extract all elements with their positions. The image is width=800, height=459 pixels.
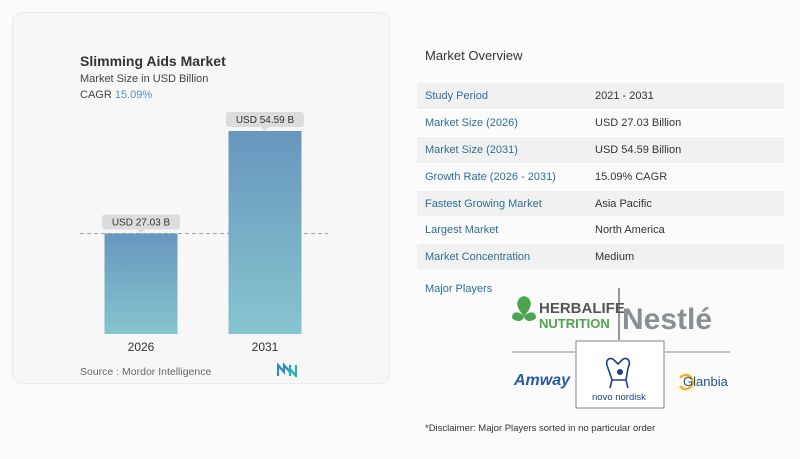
glanbia-text: Glanbia: [683, 374, 729, 389]
overview-row: Largest Market North America: [417, 217, 784, 245]
overview-value: Asia Pacific: [595, 197, 652, 210]
data-label: USD 27.03 B: [112, 217, 171, 228]
amway-logo: Amway: [513, 372, 571, 389]
bar-2026: [104, 233, 178, 334]
herbalife-nutrition-logo: HERBALIFE NUTRITION: [512, 296, 625, 331]
data-label-bg: [226, 112, 304, 127]
amway-text: Amway: [513, 372, 571, 389]
bar-2031: [228, 131, 302, 334]
disclaimer: *Disclaimer: Major Players sorted in no …: [425, 423, 656, 434]
glanbia-logo: Glanbia: [679, 373, 729, 391]
cagr-label: CAGR: [80, 89, 112, 101]
bar-chart: USD 27.03 B 2026 USD 54.59 B 2031: [80, 112, 328, 354]
overview-value: North America: [595, 224, 665, 237]
data-label-pointer: [137, 229, 145, 234]
chart-subtitle: Market Size in USD Billion: [80, 73, 209, 85]
overview-key: Market Size (2031): [425, 143, 518, 156]
novo-nordisk-logo: novo nordisk: [592, 357, 646, 403]
market-overview-title: Market Overview: [425, 48, 523, 63]
overview-row: Market Size (2031) USD 54.59 Billion: [417, 136, 784, 164]
overview-row: Market Size (2026) USD 27.03 Billion: [417, 110, 784, 137]
overview-key: Market Concentration: [425, 251, 531, 264]
overview-key: Market Size (2026): [425, 116, 518, 129]
overview-value: Medium: [595, 251, 635, 264]
data-label-pointer: [261, 127, 269, 131]
novo-nordisk-box: [575, 340, 665, 409]
data-label: USD 54.59 B: [236, 115, 295, 126]
novo-text: novo nordisk: [592, 392, 646, 403]
overview-row: Fastest Growing Market Asia Pacific: [417, 190, 784, 218]
mordor-intelligence-logo: [277, 363, 298, 377]
overview-value: USD 54.59 Billion: [595, 143, 682, 156]
overview-row: Growth Rate (2026 - 2031) 15.09% CAGR: [417, 164, 784, 191]
overview-row: Study Period 2021 - 2031: [417, 83, 784, 110]
overview-key: Study Period: [425, 89, 488, 102]
overview-key: Fastest Growing Market: [425, 197, 542, 210]
overview-key: Growth Rate (2026 - 2031): [425, 170, 556, 183]
overview-value: 15.09% CAGR: [595, 170, 668, 183]
nestle-logo: Nestlé: [622, 303, 712, 336]
nestle-text: Nestlé: [622, 303, 712, 336]
overview-row: Market Concentration Medium: [417, 244, 784, 272]
x-tick-label: 2031: [252, 340, 279, 354]
chart-title: Slimming Aids Market: [80, 53, 226, 69]
nutrition-text: NUTRITION: [539, 316, 610, 331]
x-tick-label: 2026: [128, 340, 155, 354]
cagr-line: CAGR 15.09%: [80, 89, 152, 101]
source-note: Source : Mordor Intelligence: [80, 366, 212, 378]
herbalife-text: HERBALIFE: [539, 300, 625, 317]
market-overview-table: Study Period 2021 - 2031 Market Size (202…: [417, 83, 784, 272]
major-players-label: Major Players: [425, 283, 493, 295]
data-label-bg: [102, 214, 180, 230]
cagr-value: 15.09%: [114, 89, 153, 101]
overview-value: USD 27.03 Billion: [595, 116, 682, 129]
chart-card: [12, 12, 390, 384]
overview-key: Largest Market: [425, 224, 499, 237]
overview-value: 2021 - 2031: [595, 89, 654, 102]
